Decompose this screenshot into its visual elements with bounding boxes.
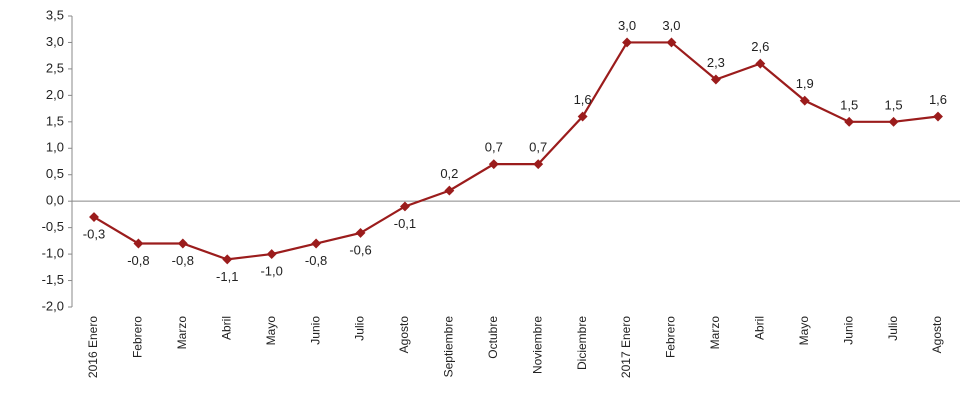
x-tick-label: Julio [886,316,900,341]
marker [488,159,499,170]
marker [133,238,144,249]
data-label: -0,8 [305,253,327,268]
data-label: 0,7 [485,140,503,155]
x-tick-label: Febrero [664,316,678,358]
y-tick-label: 2,0 [46,87,64,102]
x-tick-label: Septiembre [442,316,456,378]
marker [799,95,810,106]
data-label: -1,0 [260,264,282,279]
x-tick-label: Octubre [486,316,500,359]
y-tick-label: 1,0 [46,140,64,155]
data-label: 3,0 [618,18,636,33]
x-tick-label: Agosto [930,316,944,354]
marker [266,249,277,260]
data-label: 1,5 [885,97,903,112]
marker [89,212,99,223]
x-tick-label: Marzo [175,316,189,350]
x-tick-label: Febrero [131,316,145,358]
x-tick-label: Diciembre [575,316,589,370]
y-tick-label: 0,0 [46,193,64,208]
data-label: 0,2 [440,166,458,181]
marker [888,116,899,127]
y-tick-label: 1,5 [46,113,64,128]
marker [577,111,588,122]
x-tick-label: Marzo [708,316,722,350]
y-tick-label: -0,5 [42,219,64,234]
data-label: -0,3 [83,226,105,241]
data-label: 0,7 [529,140,547,155]
marker [355,227,366,238]
y-tick-label: -1,0 [42,246,64,261]
y-tick-label: 0,5 [46,166,64,181]
y-tick-label: -1,5 [42,272,64,287]
data-label: 1,6 [574,92,592,107]
marker [177,238,188,249]
x-tick-label: Abril [219,316,233,340]
data-label: 1,9 [796,76,814,91]
x-tick-label: Abril [752,316,766,340]
data-label: 2,3 [707,55,725,70]
data-label: -0,8 [127,253,149,268]
data-label: -1,1 [216,269,238,284]
marker [933,111,943,122]
marker [399,201,410,212]
data-label: -0,1 [394,216,416,231]
data-label: 3,0 [662,18,680,33]
marker [444,185,455,196]
x-tick-label: Mayo [797,316,811,346]
y-tick-label: -2,0 [42,298,64,313]
x-tick-label: Mayo [264,316,278,346]
y-tick-label: 3,0 [46,34,64,49]
marker [710,74,721,85]
x-tick-label: Agosto [397,316,411,354]
marker [666,37,677,48]
x-tick-label: 2016 Enero [86,316,100,378]
marker [222,254,233,265]
y-tick-label: 3,5 [46,7,64,22]
marker [533,159,544,170]
x-tick-label: Noviembre [530,316,544,374]
data-label: 1,6 [929,92,947,107]
marker [755,58,766,69]
x-tick-label: Junio [308,316,322,345]
data-label: -0,6 [349,242,371,257]
x-tick-label: 2017 Enero [619,316,633,378]
data-label: 2,6 [751,39,769,54]
x-tick-label: Julio [353,316,367,341]
marker [311,238,322,249]
data-label: 1,5 [840,97,858,112]
line [93,41,939,261]
marker [622,37,633,48]
x-tick-label: Junio [841,316,855,345]
y-tick-label: 2,5 [46,60,64,75]
data-label: -0,8 [172,253,194,268]
marker [844,116,855,127]
